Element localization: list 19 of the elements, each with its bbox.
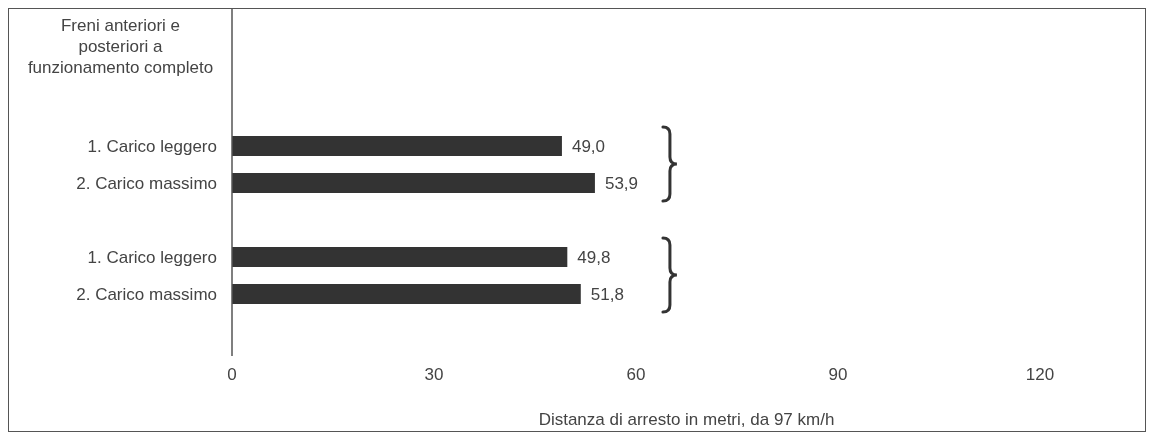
x-tick-label: 0 bbox=[227, 365, 237, 385]
data-label: 49,8 bbox=[577, 247, 611, 267]
chart-title: Freni anteriori e posteriori a funzionamento completo bbox=[26, 15, 215, 78]
bar bbox=[232, 284, 581, 304]
x-tick-label: 120 bbox=[1025, 365, 1055, 385]
x-tick-label: 60 bbox=[626, 365, 646, 385]
y-tick-label: 1. Carico leggero bbox=[87, 136, 217, 156]
y-tick-label: 2. Carico massimo bbox=[76, 173, 217, 193]
y-tick-label: 1. Carico leggero bbox=[87, 247, 217, 267]
x-axis-title: Distanza di arresto in metri, da 97 km/h bbox=[538, 410, 835, 429]
data-label: 49,0 bbox=[571, 136, 606, 156]
x-tick-label: 90 bbox=[828, 365, 848, 385]
data-label: 51,8 bbox=[590, 284, 624, 304]
bar bbox=[232, 136, 562, 156]
bar bbox=[232, 173, 595, 193]
bar bbox=[232, 247, 568, 267]
data-label: 53,9 bbox=[604, 173, 639, 193]
y-tick-label: 2. Carico massimo bbox=[76, 284, 217, 304]
x-tick-label: 30 bbox=[424, 365, 444, 385]
